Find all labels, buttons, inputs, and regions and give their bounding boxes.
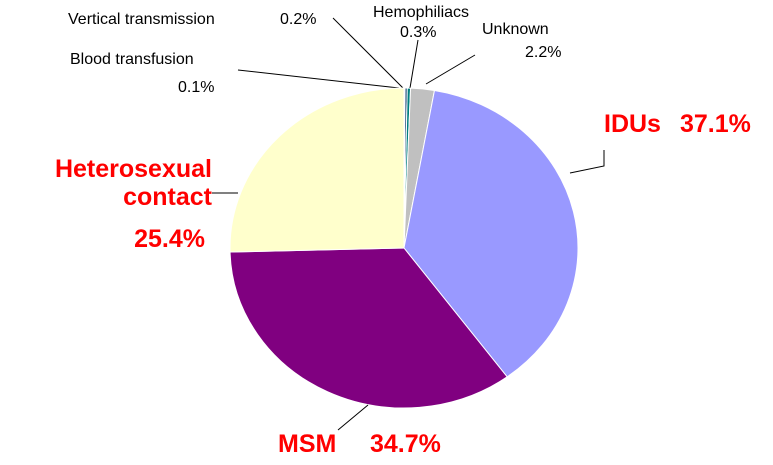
leader-line	[425, 54, 476, 85]
slice-name: MSM	[278, 430, 337, 458]
slice-name: Unknown	[482, 21, 549, 38]
value-label: 0.1%	[178, 79, 215, 96]
leader-line	[409, 39, 419, 89]
leader-line	[332, 17, 404, 89]
slice-name: Hemophiliacs	[373, 4, 470, 21]
leader-line	[237, 69, 400, 89]
slice-name: Heterosexual contact	[54, 155, 212, 211]
slice-name: IDUs	[604, 110, 661, 138]
slice-name: Vertical transmission	[68, 11, 215, 28]
leader-line	[569, 150, 605, 174]
leader-line	[337, 404, 369, 431]
value-label: 2.2%	[525, 44, 562, 61]
pie-slice	[229, 247, 508, 409]
value-label: 0.2%	[280, 11, 317, 28]
value-label: 37.1%	[680, 110, 751, 138]
slice-name: Blood transfusion	[70, 51, 194, 68]
value-label: 34.7%	[370, 430, 441, 458]
pie-slice	[403, 89, 579, 378]
pie-slice	[229, 87, 405, 253]
value-label: 0.3%	[400, 24, 437, 41]
value-label: 25.4%	[134, 225, 205, 253]
